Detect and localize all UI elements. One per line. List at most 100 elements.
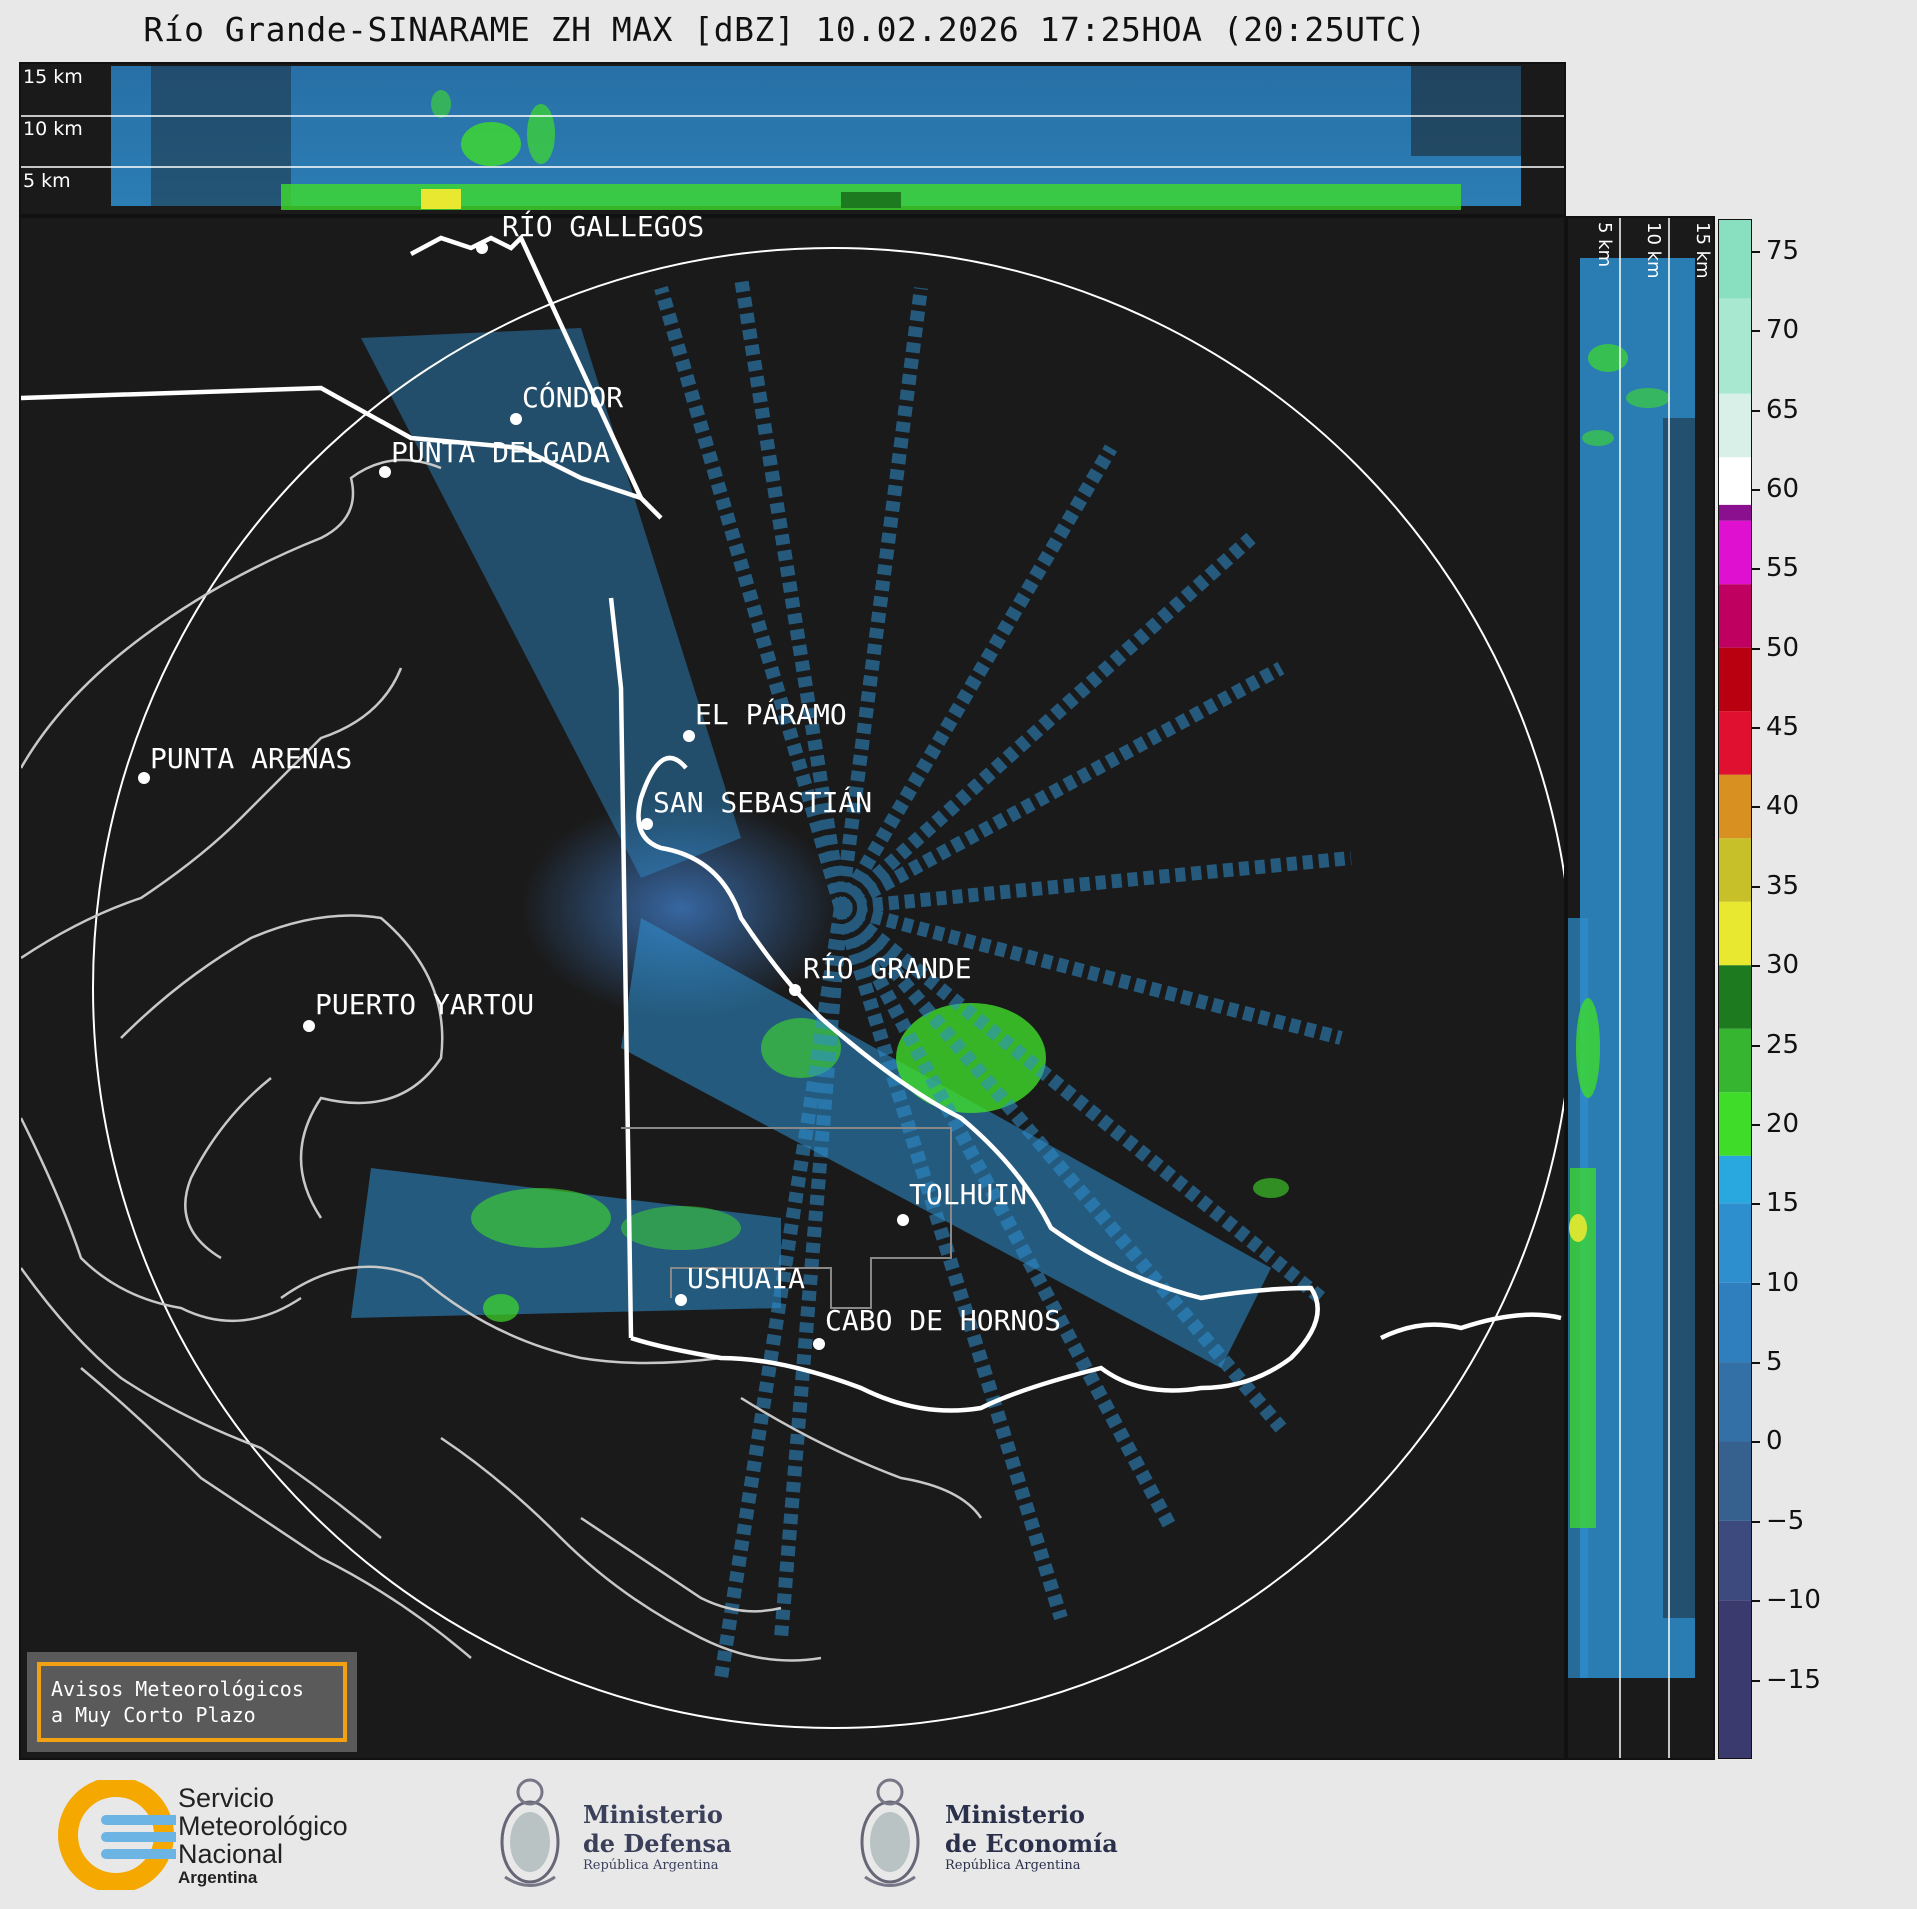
notice-line-1: Avisos Meteorológicos (51, 1677, 304, 1701)
defensa-line-2: de Defensa (583, 1829, 732, 1858)
national-shield-icon (860, 1778, 920, 1887)
economia-line-1: Ministerio (945, 1800, 1085, 1829)
notice-box: Avisos Meteorológicos a Muy Corto Plazo (27, 1652, 357, 1752)
notice-border: Avisos Meteorológicos a Muy Corto Plazo (37, 1662, 347, 1742)
colorbar-band (1718, 1028, 1752, 1093)
radar-echoes (351, 276, 1352, 1680)
defensa-line-3: República Argentina (583, 1858, 719, 1873)
colorbar-band (1718, 1441, 1752, 1521)
colorbar-band (1718, 1203, 1752, 1283)
colorbar-tick-label: 10 (1766, 1267, 1800, 1298)
colorbar-band (1718, 647, 1752, 712)
side-height-label-15km: 15 km (1692, 222, 1713, 279)
colorbar-tick-label: 75 (1766, 235, 1800, 266)
colorbar-tick (1752, 1679, 1760, 1682)
side-height-label-5km: 5 km (1594, 222, 1615, 268)
colorbar-tick (1752, 1282, 1760, 1285)
colorbar-tick-label: −15 (1766, 1664, 1821, 1695)
colorbar-tick-label: 50 (1766, 632, 1800, 663)
colorbar-tick-label: 5 (1766, 1347, 1783, 1378)
radar-map-panel: RÍO GALLEGOS CÓNDOR PUNTA DELGADA PUNTA … (19, 210, 1566, 1760)
colorbar-tick (1752, 965, 1760, 968)
colorbar-band (1718, 1282, 1752, 1363)
height-label-10km: 10 km (23, 118, 83, 140)
defensa-line-1: Ministerio (583, 1800, 723, 1829)
colorbar-band (1718, 1155, 1752, 1204)
colorbar-tick (1752, 1123, 1760, 1126)
smn-line-2: Meteorológico (178, 1811, 348, 1841)
colorbar-band (1718, 393, 1752, 458)
colorbar-band (1718, 219, 1752, 299)
colorbar-band (1718, 504, 1752, 521)
colorbar-band (1718, 774, 1752, 839)
colorbar-tick-label: 55 (1766, 553, 1800, 584)
economia-line-2: de Economía (945, 1829, 1118, 1858)
colorbar-band (1718, 520, 1752, 585)
colorbar-tick-label: 0 (1766, 1426, 1783, 1457)
colorbar-tick-label: 45 (1766, 712, 1800, 743)
notice-line-2: a Muy Corto Plazo (51, 1703, 256, 1727)
colorbar-tick-label: 30 (1766, 950, 1800, 981)
colorbar-band (1718, 838, 1752, 902)
colorbar-tick (1752, 647, 1760, 650)
colorbar-tick-label: 60 (1766, 473, 1800, 504)
side-cross-section-panel: 5 km 10 km 15 km (1566, 216, 1715, 1760)
colorbar-tick-label: 65 (1766, 394, 1800, 425)
economia-line-3: República Argentina (945, 1858, 1081, 1873)
colorbar-band (1718, 1520, 1752, 1601)
colorbar-band (1718, 901, 1752, 966)
colorbar-tick (1752, 1520, 1760, 1523)
colorbar-tick (1752, 250, 1760, 253)
radar-map (21, 234, 1564, 1729)
colorbar-tick (1752, 1362, 1760, 1365)
defensa-logo: Ministerio de Defensa República Argentin… (495, 1772, 755, 1897)
colorbar-tick (1752, 885, 1760, 888)
colorbar-tick-label: −5 (1766, 1505, 1805, 1536)
colorbar (1718, 219, 1752, 1759)
top-cross-section-plot (21, 66, 1564, 210)
national-shield-icon (500, 1778, 560, 1887)
colorbar-band (1718, 1092, 1752, 1156)
colorbar-band (1718, 1362, 1752, 1442)
economia-logo: Ministerio de Economía República Argenti… (855, 1772, 1135, 1897)
colorbar-tick-label: 35 (1766, 870, 1800, 901)
colorbar-tick-label: 15 (1766, 1188, 1800, 1219)
colorbar-tick (1752, 806, 1760, 809)
colorbar-band (1718, 457, 1752, 505)
colorbar-tick (1752, 488, 1760, 491)
height-label-5km: 5 km (23, 170, 71, 192)
smn-line-1: Servicio (178, 1783, 275, 1813)
colorbar-band (1718, 584, 1752, 648)
height-label-15km: 15 km (23, 66, 83, 88)
colorbar-tick (1752, 1441, 1760, 1444)
borders (21, 234, 1562, 1413)
top-cross-section-panel: 15 km 10 km 5 km (19, 62, 1566, 216)
range-ring (92, 247, 1564, 1729)
colorbar-tick (1752, 727, 1760, 730)
side-height-label-10km: 10 km (1643, 222, 1664, 279)
side-cross-section-plot (1568, 218, 1695, 1758)
colorbar-tick-label: 70 (1766, 315, 1800, 346)
colorbar-tick-label: 20 (1766, 1108, 1800, 1139)
colorbar-tick (1752, 1044, 1760, 1047)
smn-emblem-icon (58, 1780, 176, 1890)
colorbar-scale (1718, 219, 1752, 1759)
page-title: Río Grande-SINARAME ZH MAX [dBZ] 10.02.2… (143, 10, 1427, 49)
smn-line-3: Nacional (178, 1839, 284, 1869)
colorbar-tick (1752, 409, 1760, 412)
colorbar-labels: 75 70 65 60 55 50 45 40 35 30 25 20 15 10 5 0 −5 −10 −15 (1752, 219, 1912, 1759)
colorbar-tick (1752, 330, 1760, 333)
colorbar-tick (1752, 1203, 1760, 1206)
colorbar-tick-label: 40 (1766, 791, 1800, 822)
colorbar-band (1718, 298, 1752, 394)
colorbar-band (1718, 965, 1752, 1029)
smn-logo: Servicio Meteorológico Nacional Argentin… (56, 1780, 396, 1890)
colorbar-tick (1752, 1600, 1760, 1603)
colorbar-outline (1718, 219, 1752, 1759)
smn-line-4: Argentina (178, 1868, 258, 1887)
coastlines (21, 458, 983, 1662)
colorbar-band (1718, 1600, 1752, 1759)
colorbar-tick-label: 25 (1766, 1029, 1800, 1060)
colorbar-tick (1752, 568, 1760, 571)
colorbar-band (1718, 711, 1752, 775)
